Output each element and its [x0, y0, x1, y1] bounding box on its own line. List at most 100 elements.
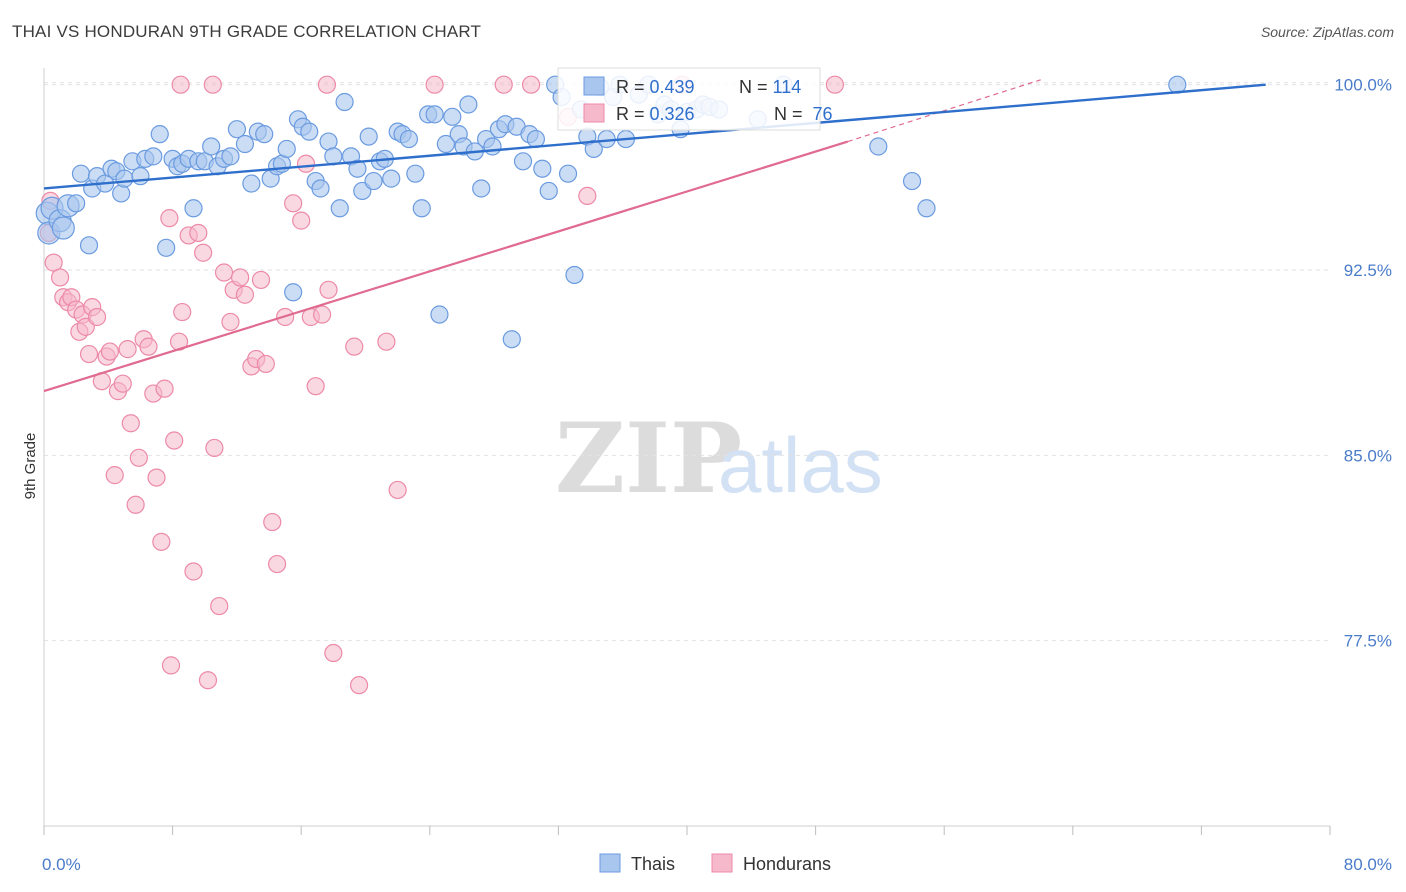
hond-r-label: R = [616, 104, 650, 124]
x-tick-label: 80.0% [1344, 855, 1392, 874]
honduran-point [256, 354, 275, 374]
thai-swatch [583, 76, 605, 96]
honduran-point [129, 448, 148, 467]
honduran-point [296, 154, 316, 173]
thai-point [869, 137, 888, 156]
thai-point [335, 92, 354, 112]
hond-swatch [583, 103, 605, 123]
honduran-point [152, 532, 171, 551]
hond-r-row: R = 0.326 [616, 104, 695, 124]
honduran-point [377, 332, 396, 351]
thai-point [443, 107, 462, 126]
thai-point [459, 95, 478, 114]
chart-title: THAI VS HONDURAN 9TH GRADE CORRELATION C… [12, 22, 482, 41]
y-tick-label: 92.5% [1344, 261, 1392, 280]
thai-point [157, 238, 176, 257]
thai-r-value: 0.439 [650, 77, 695, 97]
honduran-point [312, 305, 332, 324]
honduran-point [161, 656, 181, 675]
honduran-point [118, 340, 137, 359]
honduran-point [251, 270, 271, 290]
thai-point [406, 164, 425, 183]
honduran-point [235, 285, 255, 304]
x-tick-labels: 0.0% 80.0% [42, 855, 1392, 874]
honduran-point [345, 337, 364, 356]
honduran-point [171, 75, 190, 94]
honduran-point [121, 414, 140, 433]
thai-point [425, 105, 444, 124]
thai-r-row: R = 0.439 [616, 77, 695, 97]
hondurans-trend-extension [847, 79, 1041, 143]
bottom-legend: Thais Hondurans [599, 853, 831, 874]
honduran-point [388, 480, 407, 500]
thai-point [284, 283, 303, 302]
honduran-point [205, 438, 224, 458]
thai-point [399, 129, 419, 149]
trend-lines [43, 79, 1266, 393]
thai-point [902, 171, 922, 191]
honduran-point [87, 307, 107, 327]
watermark-zip: ZIP [555, 402, 742, 515]
stats-legend: R = 0.439 N = 114 R = 0.326 N = 76 [557, 67, 858, 131]
thai-point [221, 147, 240, 166]
honduran-point [165, 431, 184, 450]
thai-point [483, 137, 502, 156]
thai-point [51, 216, 75, 240]
grid-lines [44, 82, 1330, 642]
honduran-point [494, 75, 513, 94]
thai-point [277, 139, 296, 159]
thai-point [227, 120, 246, 139]
x-tick-label: 0.0% [42, 855, 81, 874]
honduran-point [221, 312, 240, 332]
honduran-point [306, 377, 325, 396]
y-axis-label: 9th Grade [22, 433, 39, 500]
legend-hondurans-swatch [711, 853, 733, 873]
thai-point [382, 169, 401, 188]
thai-point [502, 330, 521, 349]
honduran-point [173, 302, 192, 322]
thai-point [71, 164, 91, 183]
thai-point [144, 147, 163, 166]
thai-point [917, 199, 936, 218]
hond-n-value: 76 [808, 104, 833, 124]
thai-n-value: 114 [773, 77, 802, 97]
thai-point [364, 171, 383, 191]
thai-point [311, 179, 330, 198]
legend-thais-swatch [599, 853, 621, 873]
thai-point [255, 125, 274, 144]
hondurans-points [39, 75, 844, 695]
honduran-point [210, 596, 229, 616]
thai-point [359, 127, 378, 146]
thai-point [67, 194, 86, 213]
thai-point [115, 169, 134, 188]
thai-point [513, 152, 533, 171]
hondurans-trend-line [43, 140, 849, 393]
thai-point [242, 174, 261, 193]
thai-point [330, 199, 349, 218]
honduran-point [105, 466, 124, 485]
thai-point [430, 305, 449, 324]
honduran-point [189, 223, 208, 243]
hond-n-label: N = [774, 104, 808, 124]
y-tick-label: 100.0% [1334, 76, 1392, 95]
y-tick-label: 77.5% [1344, 632, 1392, 651]
honduran-point [147, 468, 166, 487]
honduran-point [263, 512, 282, 532]
honduran-point [319, 280, 338, 299]
thai-point [131, 167, 150, 186]
honduran-point [198, 671, 218, 690]
honduran-point [521, 75, 541, 94]
honduran-point [578, 186, 597, 206]
honduran-point [825, 75, 844, 94]
hond-n-row: N = 76 [739, 104, 858, 124]
honduran-point [292, 211, 311, 230]
honduran-point [267, 554, 287, 574]
watermark-atlas: atlas [718, 421, 883, 509]
honduran-point [155, 379, 174, 398]
thai-r-label: R = [616, 77, 650, 97]
axes [43, 68, 1331, 835]
thais-trend-line [43, 83, 1266, 190]
honduran-point [231, 268, 250, 287]
honduran-point [139, 337, 158, 356]
honduran-point [194, 243, 213, 262]
